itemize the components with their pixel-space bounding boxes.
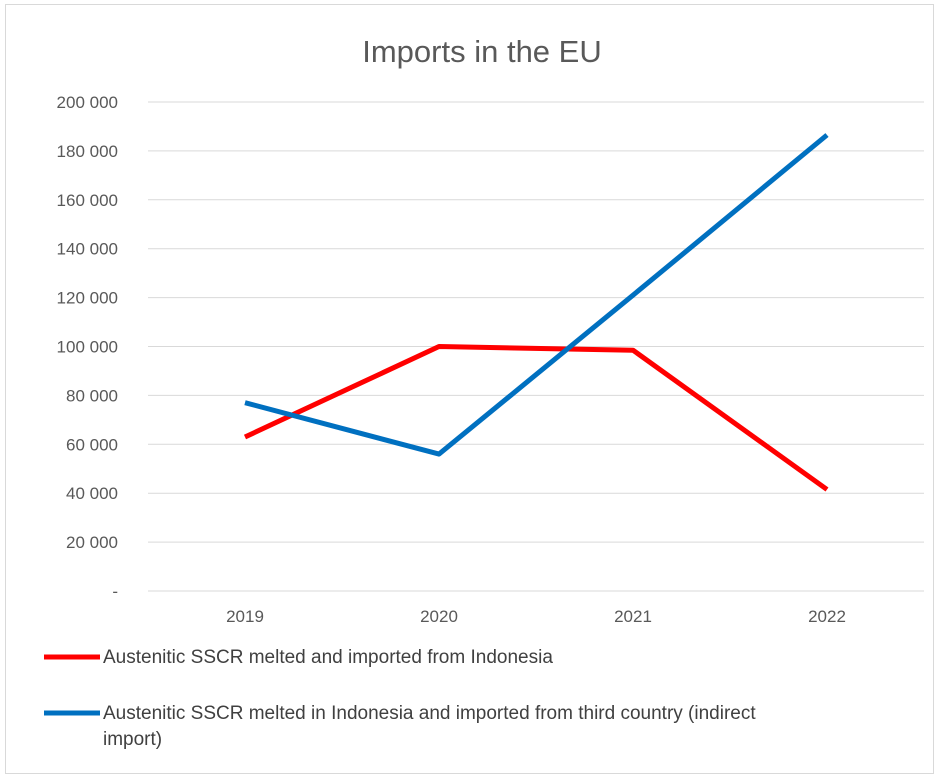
y-tick-label: 120 000 bbox=[57, 289, 118, 308]
x-tick-label: 2021 bbox=[614, 607, 652, 626]
legend-label-2: import) bbox=[103, 729, 162, 750]
y-tick-label: 60 000 bbox=[66, 435, 118, 454]
x-axis-tick-labels: 2019 2020 2021 2022 bbox=[226, 607, 846, 626]
grid-lines bbox=[148, 101, 924, 592]
chart-title: Imports in the EU bbox=[362, 34, 601, 69]
y-tick-label: 180 000 bbox=[57, 142, 118, 161]
y-tick-label: 80 000 bbox=[66, 386, 118, 405]
y-tick-label: 200 000 bbox=[57, 93, 118, 112]
chart-frame bbox=[5, 4, 934, 774]
legend: Austenitic SSCR melted and imported from… bbox=[44, 647, 756, 750]
y-tick-label: 40 000 bbox=[66, 484, 118, 503]
y-tick-label: 140 000 bbox=[57, 240, 118, 259]
legend-label-2: Austenitic SSCR melted in Indonesia and … bbox=[103, 703, 756, 724]
y-tick-label: 160 000 bbox=[57, 191, 118, 210]
x-tick-label: 2022 bbox=[808, 607, 846, 626]
series-lines bbox=[243, 133, 829, 492]
y-axis-tick-labels: - 20 000 40 000 60 000 80 000 100 000 120 000 1… bbox=[57, 93, 118, 601]
x-tick-label: 2020 bbox=[420, 607, 458, 626]
legend-label-1: Austenitic SSCR melted and imported from… bbox=[103, 647, 553, 668]
series-line-1 bbox=[243, 344, 829, 492]
y-tick-label: - bbox=[112, 582, 118, 601]
y-tick-label: 100 000 bbox=[57, 338, 118, 357]
y-tick-label: 20 000 bbox=[66, 533, 118, 552]
series-line-2 bbox=[244, 133, 829, 457]
x-tick-label: 2019 bbox=[226, 607, 264, 626]
